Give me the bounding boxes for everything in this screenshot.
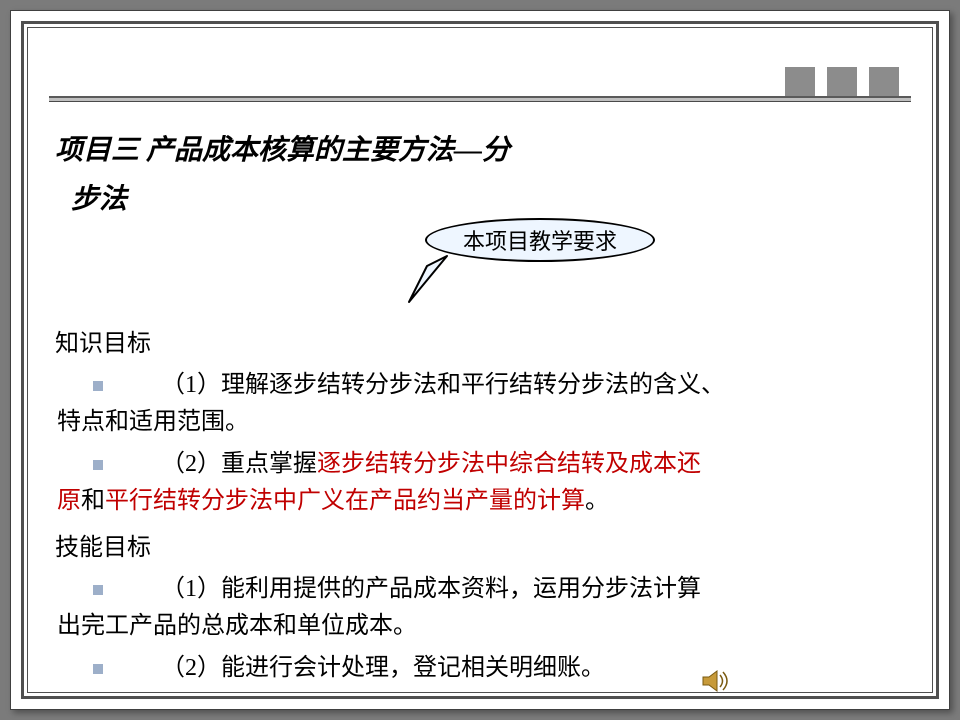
section-heading: 知识目标: [55, 326, 905, 363]
body-text: （1）能利用提供的产品成本资料，运用分步法计算: [161, 576, 701, 602]
list-item-line: 出完工产品的总成本和单位成本。: [57, 608, 905, 645]
list-item: （2）能进行会计处理，登记相关明细账。: [93, 650, 905, 687]
list-item: （1）能利用提供的产品成本资料，运用分步法计算出完工产品的总成本和单位成本。: [93, 571, 905, 645]
section-heading: 技能目标: [55, 530, 905, 567]
content-area: 项目三 产品成本核算的主要方法—分 步法 本项目教学要求 知识目标 （1）理解逐步…: [55, 126, 905, 679]
bullet-list: （1）能利用提供的产品成本资料，运用分步法计算出完工产品的总成本和单位成本。 （2…: [93, 571, 905, 687]
list-item-line: （2）能进行会计处理，登记相关明细账。: [161, 650, 905, 687]
title-line-2: 步法: [71, 175, 905, 224]
emphasis-text: 原: [57, 488, 81, 514]
list-item: （2）重点掌握逐步结转分步法中综合结转及成本还原和平行结转分步法中广义在产品约当…: [93, 446, 905, 520]
decor-squares: [785, 67, 899, 97]
body-text: （1）理解逐步结转分步法和平行结转分步法的含义、: [161, 372, 725, 398]
horizontal-rule: [49, 96, 911, 102]
sections: 知识目标（1）理解逐步结转分步法和平行结转分步法的含义、特点和适用范围。（2）重…: [55, 326, 905, 687]
body-text: 出完工产品的总成本和单位成本。: [57, 613, 417, 639]
list-item-line: 特点和适用范围。: [57, 404, 905, 441]
list-item-line: （1）能利用提供的产品成本资料，运用分步法计算: [161, 571, 905, 608]
body-text: 。: [585, 488, 609, 514]
callout-tail-icon: [407, 248, 467, 308]
bullet-list: （1）理解逐步结转分步法和平行结转分步法的含义、特点和适用范围。（2）重点掌握逐…: [93, 367, 905, 520]
list-item: （1）理解逐步结转分步法和平行结转分步法的含义、特点和适用范围。: [93, 367, 905, 441]
body-text: （2）重点掌握: [161, 451, 317, 477]
title-line-1: 项目三 产品成本核算的主要方法—分: [55, 126, 905, 175]
callout: 本项目教学要求: [395, 218, 655, 298]
speaker-icon[interactable]: [701, 669, 729, 693]
list-item-line: 原和平行结转分步法中广义在产品约当产量的计算。: [57, 483, 905, 520]
list-item-line: （1）理解逐步结转分步法和平行结转分步法的含义、: [161, 367, 905, 404]
slide-title: 项目三 产品成本核算的主要方法—分 步法: [55, 126, 905, 224]
slide: 项目三 产品成本核算的主要方法—分 步法 本项目教学要求 知识目标 （1）理解逐步…: [10, 10, 950, 710]
list-item-line: （2）重点掌握逐步结转分步法中综合结转及成本还: [161, 446, 905, 483]
body-text: 和: [81, 488, 105, 514]
emphasis-text: 平行结转分步法中广义在产品约当产量的计算: [105, 488, 585, 514]
callout-label: 本项目教学要求: [463, 224, 617, 256]
emphasis-text: 逐步结转分步法中综合结转及成本还: [317, 451, 701, 477]
body-text: 特点和适用范围。: [57, 409, 249, 435]
body-text: （2）能进行会计处理，登记相关明细账。: [161, 655, 605, 681]
